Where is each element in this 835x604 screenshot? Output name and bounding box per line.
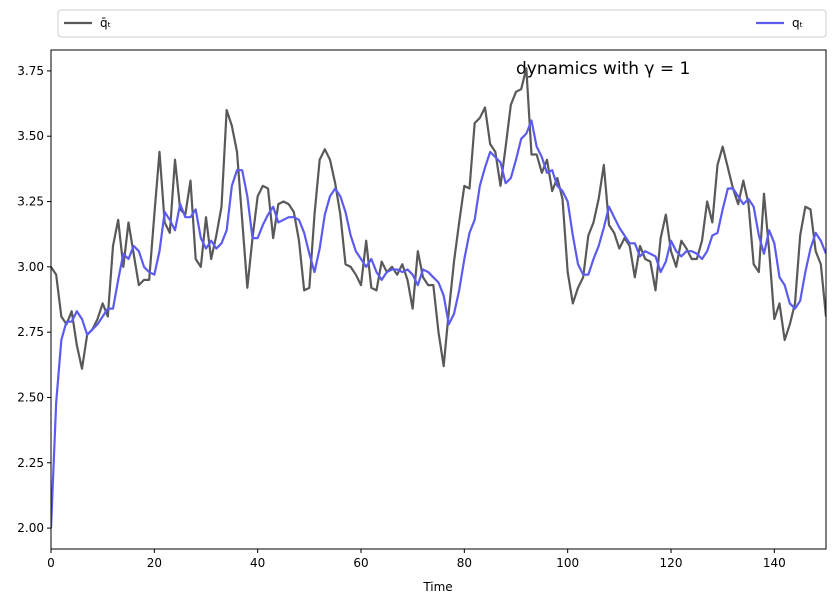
y-tick-label: 3.75 [17, 64, 44, 78]
series-line [51, 67, 826, 370]
x-tick-label: 60 [353, 556, 368, 570]
x-tick-label: 0 [47, 556, 55, 570]
y-tick-label: 3.25 [17, 195, 44, 209]
y-tick-label: 2.00 [17, 521, 44, 535]
series-line [51, 119, 826, 529]
x-tick-label: 20 [147, 556, 162, 570]
x-tick-label: 80 [457, 556, 472, 570]
y-tick-label: 2.75 [17, 325, 44, 339]
x-axis-label: Time [422, 580, 452, 594]
y-tick-label: 3.50 [17, 129, 44, 143]
y-tick-label: 2.50 [17, 390, 44, 404]
y-tick-label: 3.00 [17, 260, 44, 274]
annotation: dynamics with γ = 1 [516, 59, 690, 79]
legend-label: qₜ [792, 16, 803, 30]
x-tick-label: 100 [556, 556, 579, 570]
plot-frame [50, 49, 827, 550]
legend-label: q̄ₜ [100, 16, 111, 30]
x-tick-label: 120 [660, 556, 683, 570]
x-tick-label: 40 [250, 556, 265, 570]
legend-box [57, 9, 827, 38]
x-tick-label: 140 [763, 556, 786, 570]
y-tick-label: 2.25 [17, 456, 44, 470]
